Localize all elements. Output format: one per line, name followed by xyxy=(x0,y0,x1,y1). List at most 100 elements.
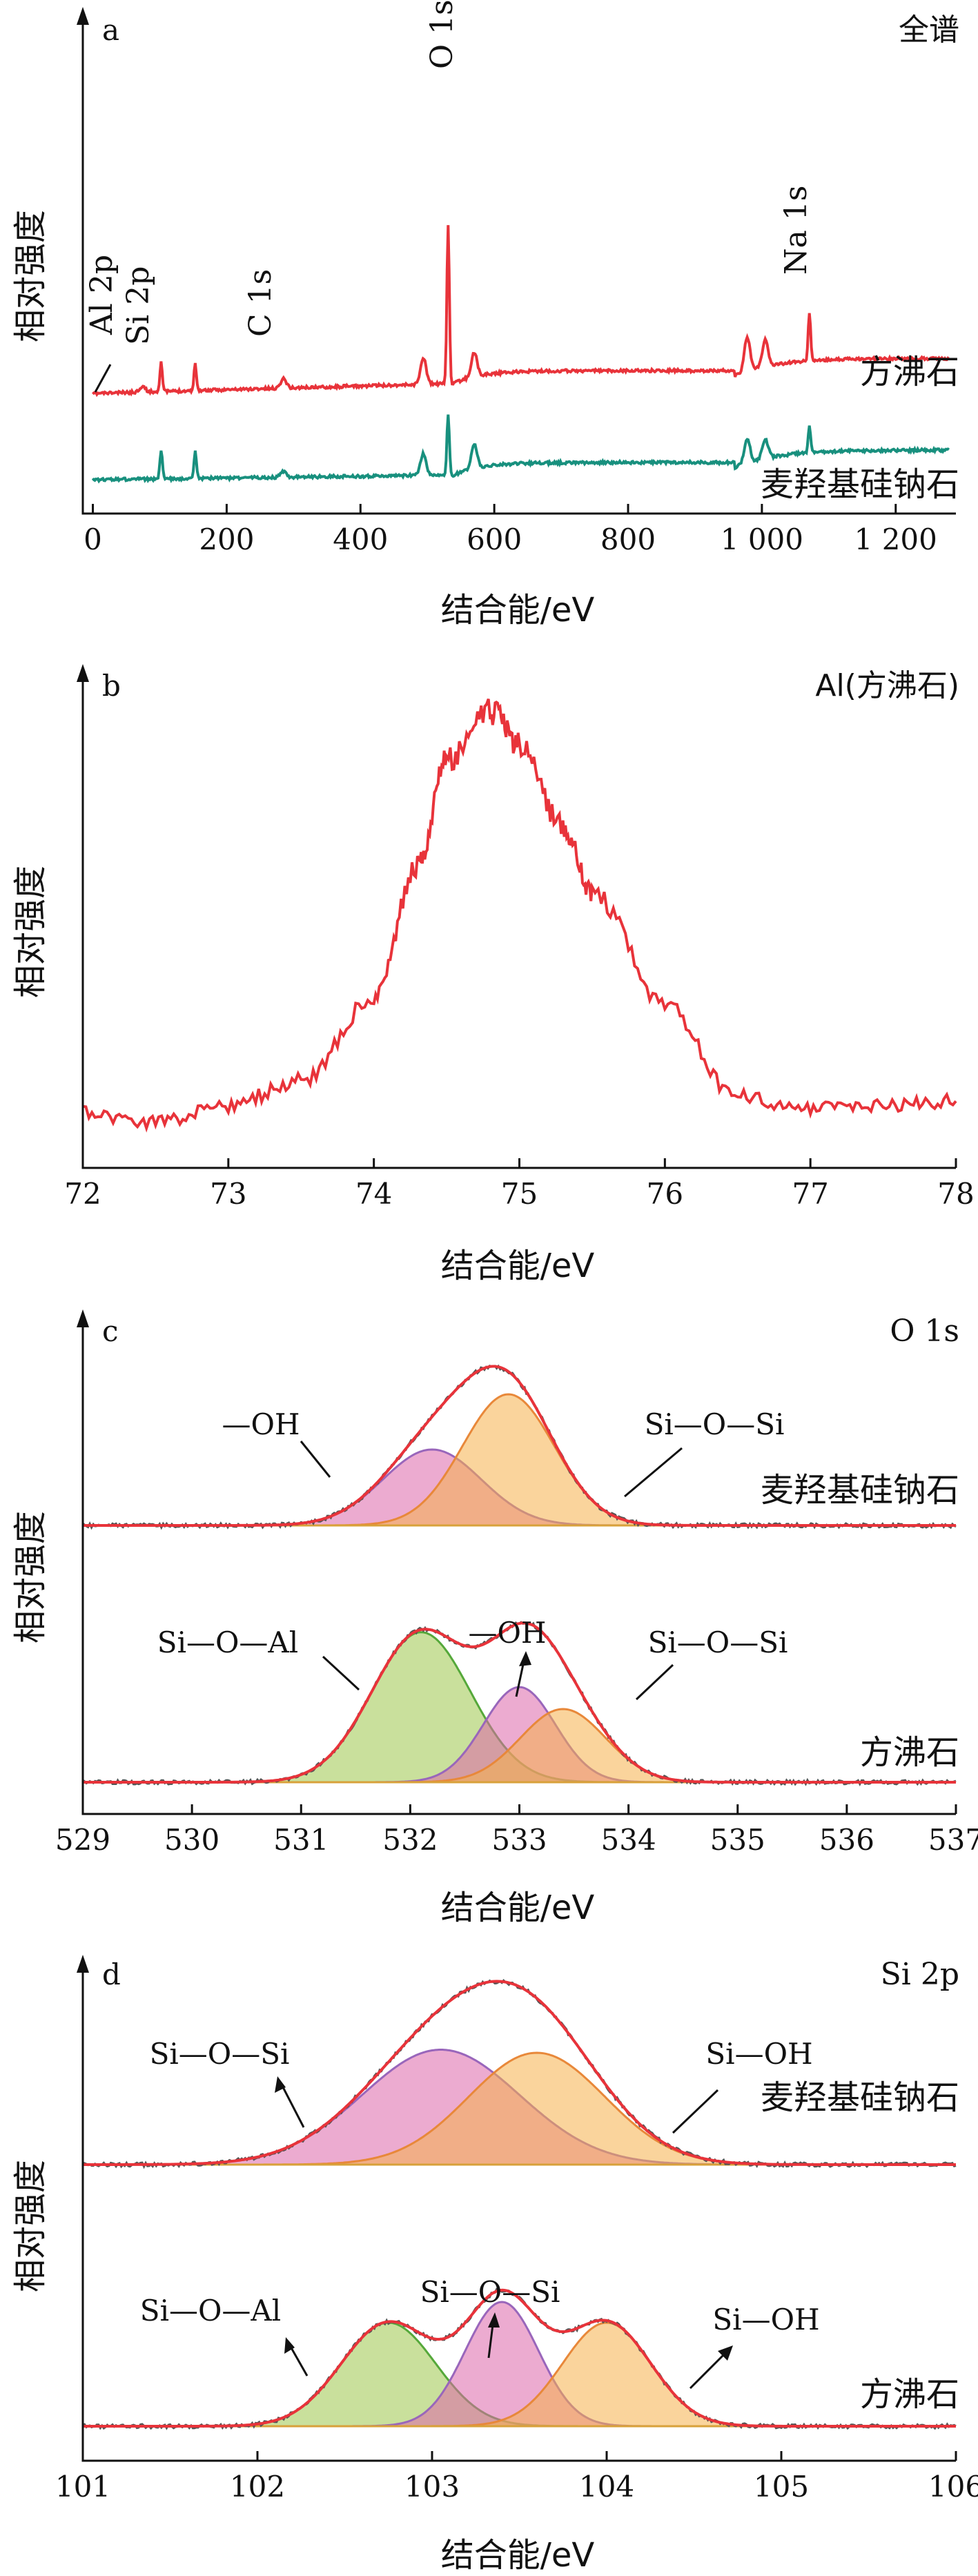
spectrum-line xyxy=(92,225,950,398)
x-tick-label: 104 xyxy=(579,2470,634,2504)
panel-d-ylabel: 相对强度 xyxy=(11,2160,50,2292)
panel-d-title: Si 2p xyxy=(881,1957,959,1992)
x-tick-label: 529 xyxy=(55,1823,110,1857)
panel-c-analcime-fit xyxy=(82,1621,957,1787)
panel-d-top-sioh-leader xyxy=(672,2089,719,2134)
panel-d-analcime-fit xyxy=(82,2287,957,2430)
peak-label: Si 2p xyxy=(121,266,156,345)
panel-c-letter: c xyxy=(102,1314,119,1348)
panel-d-bot-sioh-arrow xyxy=(689,2349,730,2390)
x-tick-label: 106 xyxy=(928,2470,978,2504)
panel-d-bot-sios-label: Si—O—Si xyxy=(420,2275,560,2309)
panel-d-top-sioh-label: Si—OH xyxy=(705,2037,812,2071)
panel-b-x-ticks: 72 73 74 75 76 77 78 xyxy=(64,1158,975,1211)
x-tick-label: 78 xyxy=(937,1177,974,1211)
panel-b-letter: b xyxy=(102,669,121,703)
panel-a-title: 全谱 xyxy=(899,12,959,48)
x-tick-label: 534 xyxy=(601,1823,656,1857)
x-tick-label: 76 xyxy=(647,1177,683,1211)
panel-c-axes xyxy=(81,1317,956,1815)
panel-d-xlabel: 结合能/eV xyxy=(441,2536,595,2575)
panel-b-series xyxy=(82,699,957,1133)
x-tick-label: 75 xyxy=(501,1177,538,1211)
x-tick-label: 400 xyxy=(333,523,388,556)
peak-leader xyxy=(94,364,112,393)
panel-d-bot-sioal-label: Si—O—Al xyxy=(140,2294,281,2328)
panel-a-ylabel: 相对强度 xyxy=(11,210,50,342)
al-spectrum-line xyxy=(82,699,957,1133)
x-tick-label: 200 xyxy=(199,523,254,556)
x-tick-label: 600 xyxy=(467,523,522,556)
panel-d-letter: d xyxy=(102,1958,121,1991)
panel-d-top-sios-arrow xyxy=(280,2084,305,2128)
x-tick-label: 0 xyxy=(84,523,102,556)
panel-c-bot-oh-arrowhead xyxy=(519,1651,531,1666)
panel-d: d Si 2p 相对强度 结合能/eV 101 102 103 104 105 106 S… xyxy=(11,1955,978,2575)
spectrum-line xyxy=(91,414,950,484)
panel-c-magadiite-fit xyxy=(82,1364,957,1530)
panel-c-y-arrow xyxy=(77,1309,89,1327)
fit-envelope xyxy=(83,1621,956,1784)
panel-d-bot-sioh-arrowhead xyxy=(718,2345,733,2361)
fit-envelope xyxy=(83,2288,956,2428)
panel-c-top-sios-label: Si—O—Si xyxy=(645,1407,785,1441)
x-tick-label: 1 000 xyxy=(721,523,803,556)
panel-a-series-label-magadiite: 麦羟基硅钠石 xyxy=(761,465,959,504)
panel-c-x-ticks: 529 530 531 532 533 534 535 536 537 xyxy=(55,1804,978,1857)
x-tick-label: 101 xyxy=(55,2470,110,2504)
panel-d-top-sios-arrowhead xyxy=(275,2076,286,2093)
panel-d-bot-sample-label: 方沸石 xyxy=(860,2375,959,2414)
panel-c-top-sample-label: 麦羟基硅钠石 xyxy=(761,1471,959,1510)
x-tick-label: 74 xyxy=(355,1177,392,1211)
panel-a-axes xyxy=(81,15,956,515)
x-tick-label: 1 200 xyxy=(854,523,937,556)
panel-a-y-arrow xyxy=(77,7,89,25)
x-tick-label: 105 xyxy=(754,2470,809,2504)
x-tick-label: 102 xyxy=(230,2470,285,2504)
panel-a-letter: a xyxy=(102,13,119,47)
x-tick-label: 77 xyxy=(792,1177,828,1211)
panel-d-axes xyxy=(81,1962,956,2462)
panel-d-y-arrow xyxy=(77,1955,89,1973)
x-tick-label: 72 xyxy=(64,1177,101,1211)
panel-c-top-sios-leader xyxy=(624,1447,683,1498)
x-tick-label: 533 xyxy=(491,1823,547,1857)
panel-d-bot-sios-arrowhead xyxy=(488,2312,500,2328)
panel-a: a 全谱 相对强度 结合能/eV 0 200 400 600 800 1 000 1 200… xyxy=(11,0,959,630)
panel-c-bot-sios-leader xyxy=(635,1663,674,1701)
panel-c-bot-sioal-label: Si—O—Al xyxy=(157,1626,298,1659)
x-tick-label: 532 xyxy=(382,1823,438,1857)
panel-d-top-sample-label: 麦羟基硅钠石 xyxy=(761,2078,959,2117)
panel-b-y-arrow xyxy=(77,664,89,682)
panel-c-ylabel: 相对强度 xyxy=(11,1511,50,1643)
panel-c-bot-oh-label: —OH xyxy=(468,1616,546,1650)
peak-label: Al 2p xyxy=(84,255,119,335)
panel-c-bot-sios-label: Si—O—Si xyxy=(648,1626,788,1659)
panel-b-xlabel: 结合能/eV xyxy=(441,1247,595,1285)
panel-d-bot-sioal-arrow xyxy=(288,2345,309,2377)
panel-a-annotations: Al 2p Si 2p C 1s O 1s Na 1s xyxy=(84,0,814,393)
x-tick-label: 537 xyxy=(928,1823,978,1857)
peak-label: C 1s xyxy=(243,269,278,337)
panel-c-top-oh-leader xyxy=(300,1441,331,1478)
x-tick-label: 535 xyxy=(710,1823,765,1857)
panel-d-magadiite-fit xyxy=(82,1978,957,2169)
panel-a-xlabel: 结合能/eV xyxy=(441,591,595,630)
x-tick-label: 103 xyxy=(404,2470,460,2504)
x-tick-label: 530 xyxy=(164,1823,219,1857)
panel-d-x-ticks: 101 102 103 104 105 106 xyxy=(55,2451,978,2504)
panel-d-top-sios-label: Si—O—Si xyxy=(150,2037,290,2071)
panel-a-series-label-analcime: 方沸石 xyxy=(860,353,959,391)
x-tick-label: 800 xyxy=(600,523,656,556)
panel-d-bot-sioal-arrowhead xyxy=(284,2337,295,2354)
x-tick-label: 73 xyxy=(210,1177,246,1211)
panel-b-axes xyxy=(81,672,956,1169)
fit-envelope xyxy=(83,1365,956,1527)
panel-b-title: Al(方沸石) xyxy=(815,668,959,703)
panel-a-x-ticks: 0 200 400 600 800 1 000 1 200 xyxy=(84,504,937,556)
peak-label: Na 1s xyxy=(779,186,814,275)
x-tick-label: 536 xyxy=(819,1823,874,1857)
panel-b-ylabel: 相对强度 xyxy=(11,866,50,998)
panel-c-title: O 1s xyxy=(890,1314,959,1349)
